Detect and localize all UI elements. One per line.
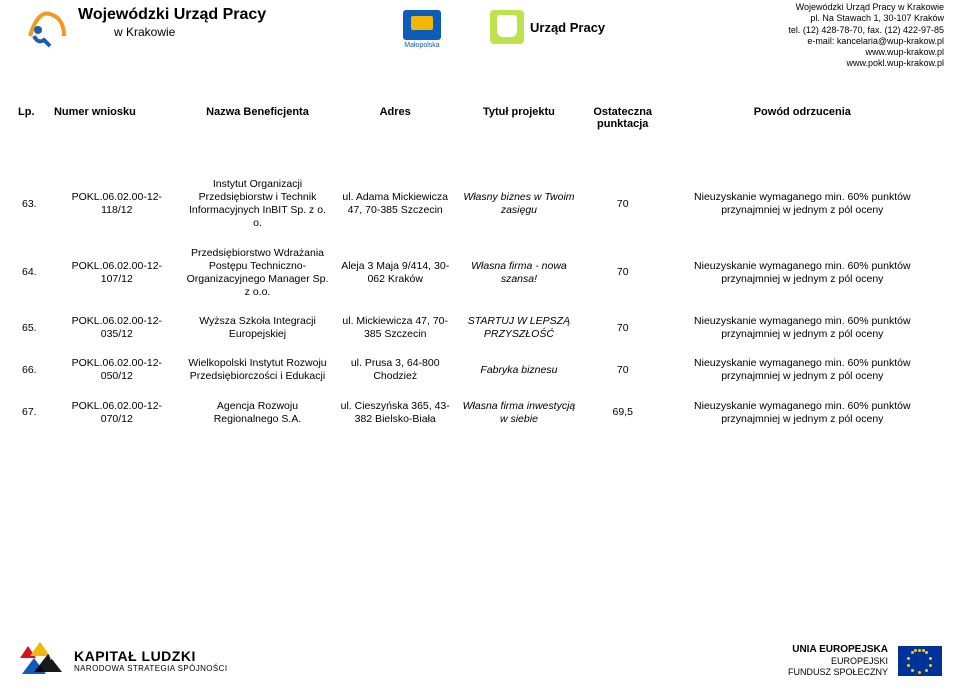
cell-pow: Nieuzyskanie wymaganego min. 60% punktów…	[663, 400, 942, 426]
contact-line: e-mail: kancelaria@wup-krakow.pl	[788, 36, 944, 47]
cell-pkt: 70	[583, 198, 663, 211]
footer-right: UNIA EUROPEJSKA EUROPEJSKI FUNDUSZ SPOŁE…	[788, 644, 942, 678]
cell-ben: Wyższa Szkoła Integracji Europejskiej	[180, 315, 336, 341]
cell-num: POKL.06.02.00-12-070/12	[54, 400, 180, 426]
cell-lp: 66.	[18, 364, 54, 377]
cell-pow: Nieuzyskanie wymaganego min. 60% punktów…	[663, 357, 942, 383]
logo-urzad-pracy: Urząd Pracy	[490, 10, 605, 44]
cell-pkt: 70	[583, 364, 663, 377]
org-city: w Krakowie	[114, 26, 266, 39]
urzad-pracy-icon	[490, 10, 524, 44]
cell-ben: Instytut Organizacji Przedsiębiorstw i T…	[180, 178, 336, 231]
table-header: Lp. Numer wniosku Nazwa Beneficjenta Adr…	[0, 90, 960, 140]
wup-logo-icon	[24, 6, 70, 52]
col-pkt: Ostateczna punktacja	[583, 106, 663, 130]
cell-adr: ul. Cieszyńska 365, 43-382 Bielsko-Biała	[335, 400, 455, 426]
contact-line: pl. Na Stawach 1, 30-107 Kraków	[788, 13, 944, 24]
footer-left: KAPITAŁ LUDZKI NARODOWA STRATEGIA SPÓJNO…	[18, 638, 227, 684]
contact-line: tel. (12) 428-78-70, fax. (12) 422-97-85	[788, 25, 944, 36]
table-row: 64. POKL.06.02.00-12-107/12 Przedsiębior…	[18, 239, 942, 308]
cell-adr: ul. Mickiewicza 47, 70-385 Szczecin	[335, 315, 455, 341]
cell-tyt: Fabryka biznesu	[455, 364, 583, 377]
malopolska-icon	[403, 10, 441, 40]
page-header: Wojewódzki Urząd Pracy w Krakowie Małopo…	[0, 0, 960, 90]
table-row: 63. POKL.06.02.00-12-118/12 Instytut Org…	[18, 170, 942, 239]
kapital-ludzki-icon	[18, 638, 64, 684]
table-body: 63. POKL.06.02.00-12-118/12 Instytut Org…	[0, 140, 960, 434]
cell-adr: Aleja 3 Maja 9/414, 30-062 Kraków	[335, 260, 455, 286]
cell-num: POKL.06.02.00-12-035/12	[54, 315, 180, 341]
cell-tyt: Własna firma inwestycją w siebie	[455, 400, 583, 426]
ue-line3: FUNDUSZ SPOŁECZNY	[788, 667, 888, 678]
cell-num: POKL.06.02.00-12-118/12	[54, 191, 180, 217]
cell-tyt: STARTUJ W LEPSZĄ PRZYSZŁOŚĆ	[455, 315, 583, 341]
contact-block: Wojewódzki Urząd Pracy w Krakowie pl. Na…	[788, 2, 944, 70]
cell-pkt: 69,5	[583, 406, 663, 419]
cell-tyt: Własna firma - nowa szansa!	[455, 260, 583, 286]
col-pkt-l2: punktacja	[583, 118, 663, 130]
cell-pkt: 70	[583, 322, 663, 335]
cell-num: POKL.06.02.00-12-050/12	[54, 357, 180, 383]
cell-tyt: Własny biznes w Twoim zasięgu	[455, 191, 583, 217]
table-row: 65. POKL.06.02.00-12-035/12 Wyższa Szkoł…	[18, 307, 942, 349]
cell-ben: Wielkopolski Instytut Rozwoju Przedsiębi…	[180, 357, 336, 383]
col-ben: Nazwa Beneficjenta	[180, 106, 336, 130]
contact-line: Wojewódzki Urząd Pracy w Krakowie	[788, 2, 944, 13]
col-tyt: Tytuł projektu	[455, 106, 583, 130]
malopolska-label: Małopolska	[400, 42, 444, 49]
ue-line2: EUROPEJSKI	[788, 656, 888, 667]
col-pow: Powód odrzucenia	[663, 106, 942, 130]
cell-pkt: 70	[583, 266, 663, 279]
cell-ben: Przedsiębiorstwo Wdrażania Postępu Techn…	[180, 247, 336, 300]
col-adr: Adres	[335, 106, 455, 130]
ue-line1: UNIA EUROPEJSKA	[788, 644, 888, 656]
table-row: 66. POKL.06.02.00-12-050/12 Wielkopolski…	[18, 349, 942, 391]
table-row: 67. POKL.06.02.00-12-070/12 Agencja Rozw…	[18, 392, 942, 434]
cell-lp: 65.	[18, 322, 54, 335]
cell-adr: ul. Adama Mickiewicza 47, 70-385 Szczeci…	[335, 191, 455, 217]
cell-lp: 67.	[18, 406, 54, 419]
contact-line: www.pokl.wup-krakow.pl	[788, 58, 944, 69]
kapital-ludzki-text: KAPITAŁ LUDZKI NARODOWA STRATEGIA SPÓJNO…	[74, 648, 227, 673]
page-footer: KAPITAŁ LUDZKI NARODOWA STRATEGIA SPÓJNO…	[0, 638, 960, 684]
cell-pow: Nieuzyskanie wymaganego min. 60% punktów…	[663, 315, 942, 341]
cell-ben: Agencja Rozwoju Regionalnego S.A.	[180, 400, 336, 426]
cell-lp: 64.	[18, 266, 54, 279]
col-lp: Lp.	[18, 106, 54, 130]
cell-adr: ul. Prusa 3, 64-800 Chodzież	[335, 357, 455, 383]
kl-line2: NARODOWA STRATEGIA SPÓJNOŚCI	[74, 664, 227, 673]
kl-line1: KAPITAŁ LUDZKI	[74, 648, 227, 664]
ue-text: UNIA EUROPEJSKA EUROPEJSKI FUNDUSZ SPOŁE…	[788, 644, 888, 678]
cell-lp: 63.	[18, 198, 54, 211]
eu-flag-icon	[898, 646, 942, 676]
cell-pow: Nieuzyskanie wymaganego min. 60% punktów…	[663, 191, 942, 217]
cell-pow: Nieuzyskanie wymaganego min. 60% punktów…	[663, 260, 942, 286]
org-name: Wojewódzki Urząd Pracy	[78, 6, 266, 24]
wup-logo-text: Wojewódzki Urząd Pracy w Krakowie	[78, 6, 266, 39]
logo-malopolska: Małopolska	[400, 10, 444, 48]
col-pkt-l1: Ostateczna	[583, 106, 663, 118]
urzad-pracy-label: Urząd Pracy	[530, 20, 605, 35]
cell-num: POKL.06.02.00-12-107/12	[54, 260, 180, 286]
contact-line: www.wup-krakow.pl	[788, 47, 944, 58]
col-num: Numer wniosku	[54, 106, 180, 130]
logo-wup: Wojewódzki Urząd Pracy w Krakowie	[24, 6, 266, 52]
